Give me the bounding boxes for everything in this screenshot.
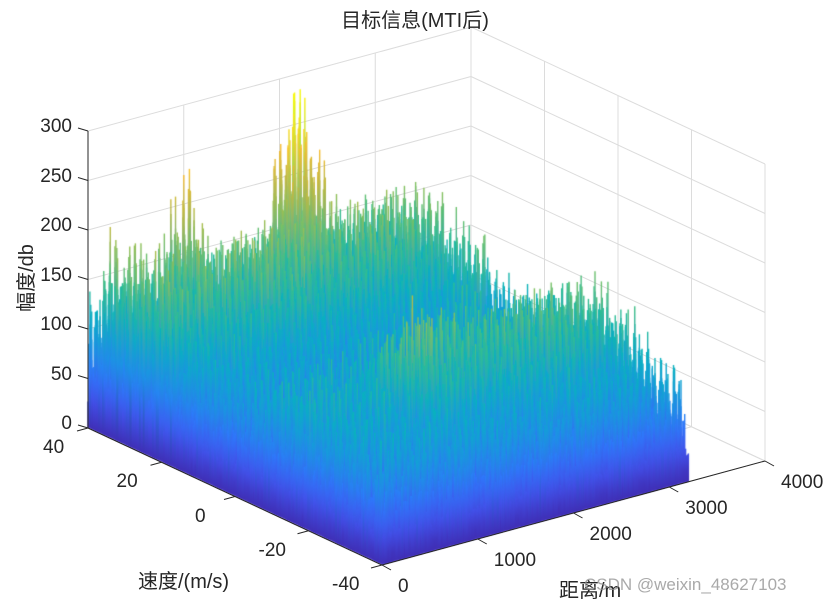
x-tick — [381, 564, 392, 571]
z-tick-label: 0 — [61, 413, 72, 434]
x-tick-label: 2000 — [589, 524, 632, 545]
x-tick-label: 3000 — [685, 498, 728, 519]
z-tick-label: 300 — [40, 116, 72, 137]
z-tick — [77, 177, 89, 181]
z-tick-label: 200 — [40, 215, 72, 236]
y-tick-label: 40 — [43, 437, 65, 458]
z-tick — [77, 226, 89, 231]
x-tick — [764, 460, 775, 467]
z-tick — [77, 325, 89, 330]
z-tick — [77, 276, 89, 280]
x-tick — [669, 486, 679, 493]
z-tick — [77, 424, 89, 429]
y-tick-label: 20 — [116, 471, 138, 493]
y-tick-label: 0 — [195, 505, 206, 527]
x-tick — [477, 538, 487, 545]
x-tick-label: 4000 — [781, 472, 824, 493]
y-tick — [223, 496, 236, 500]
y-tick-label: -20 — [258, 539, 286, 561]
x-tick-label: 0 — [398, 576, 409, 597]
x-tick-label: 1000 — [493, 550, 537, 571]
z-tick-label: 150 — [40, 264, 72, 286]
z-tick — [77, 127, 89, 132]
chart-title: 目标信息(MTI后) — [341, 10, 489, 32]
y-axis-label: 速度/(m/s) — [138, 571, 230, 593]
y-tick — [150, 461, 162, 466]
z-tick — [77, 375, 89, 379]
z-tick-label: 50 — [50, 363, 72, 385]
z-tick-label: 100 — [40, 314, 72, 335]
z-tick-label: 250 — [40, 165, 72, 187]
y-tick-label: -40 — [332, 574, 360, 595]
y-tick — [297, 530, 309, 535]
y-tick — [76, 427, 89, 432]
watermark: CSDN @weixin_48627103 — [584, 575, 787, 594]
y-tick — [370, 564, 383, 569]
x-tick — [573, 512, 583, 519]
x-axis-label: 距离/m — [559, 580, 622, 602]
